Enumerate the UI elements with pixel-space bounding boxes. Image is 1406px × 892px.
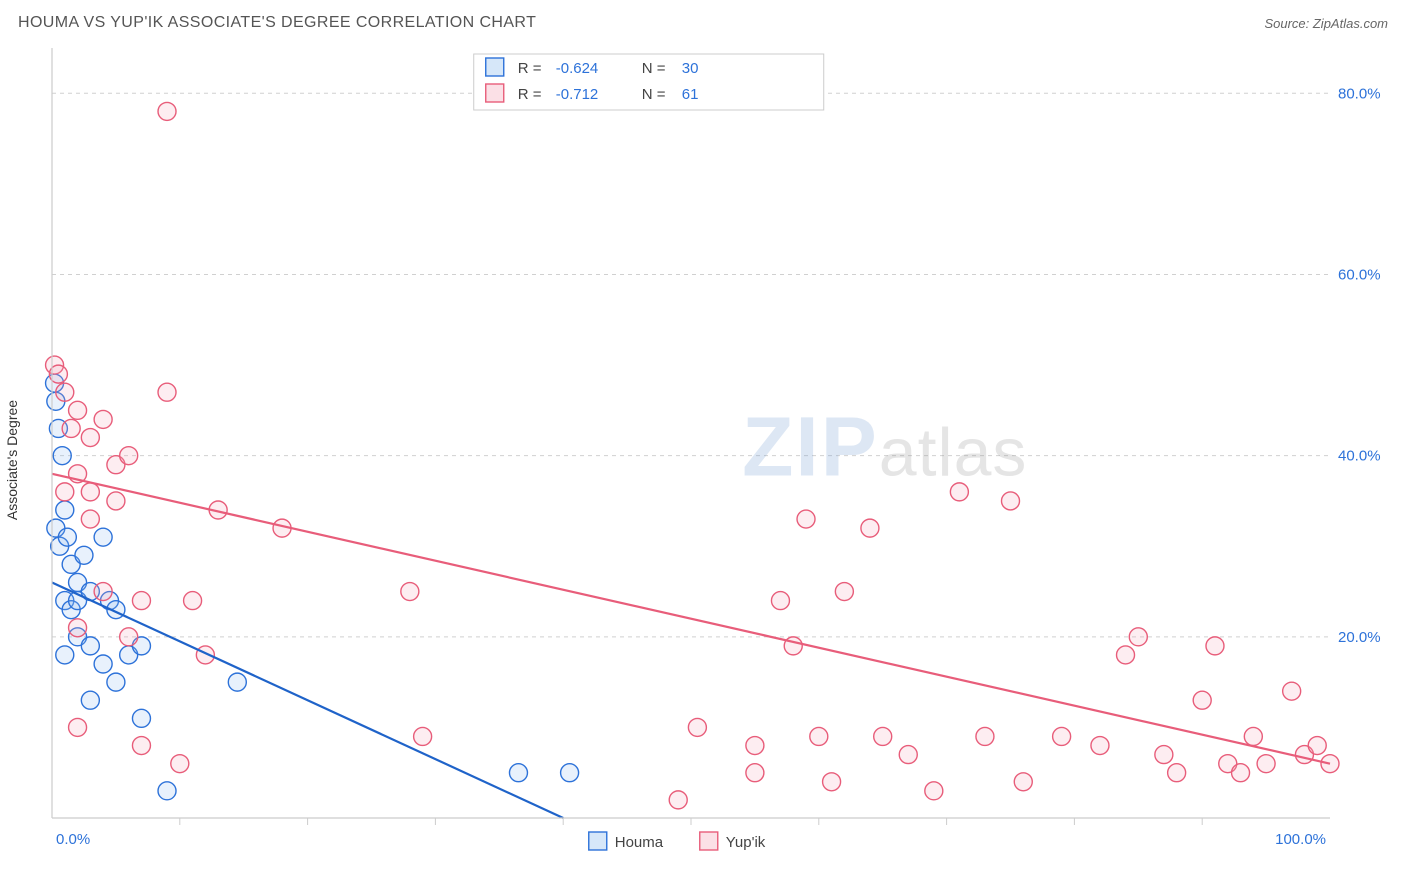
scatter-point [107, 673, 125, 691]
scatter-point [69, 401, 87, 419]
scatter-point [132, 737, 150, 755]
scatter-point [1232, 764, 1250, 782]
scatter-point [56, 646, 74, 664]
scatter-point [1002, 492, 1020, 510]
y-axis-label: Associate's Degree [4, 400, 20, 520]
scatter-point [899, 746, 917, 764]
source-credit: Source: ZipAtlas.com [1264, 16, 1388, 31]
scatter-point [56, 501, 74, 519]
scatter-point [861, 519, 879, 537]
legend-n-value: 30 [682, 60, 699, 77]
scatter-point [75, 546, 93, 564]
trend-line [52, 582, 563, 818]
scatter-point [835, 583, 853, 601]
scatter-point [1168, 764, 1186, 782]
legend-n-label: N = [642, 60, 666, 77]
scatter-point [81, 691, 99, 709]
scatter-point [509, 764, 527, 782]
scatter-point [158, 102, 176, 120]
scatter-point [688, 718, 706, 736]
scatter-point [1206, 637, 1224, 655]
scatter-point [69, 619, 87, 637]
scatter-point [1053, 727, 1071, 745]
watermark: ZIPatlas [742, 400, 1027, 494]
legend-swatch [589, 832, 607, 850]
scatter-point [1308, 737, 1326, 755]
legend-r-value: -0.712 [556, 86, 599, 103]
scatter-point [1155, 746, 1173, 764]
scatter-point [414, 727, 432, 745]
legend-n-label: N = [642, 86, 666, 103]
scatter-point [184, 592, 202, 610]
scatter-point [1244, 727, 1262, 745]
scatter-point [132, 709, 150, 727]
correlation-scatter-chart: 20.0% 40.0% 60.0% 80.0% ZIPatlas 0.0% 100.0% R … [18, 48, 1388, 872]
scatter-point [771, 592, 789, 610]
scatter-point [746, 764, 764, 782]
legend-swatch [486, 58, 504, 76]
scatter-point [1117, 646, 1135, 664]
scatter-point [56, 483, 74, 501]
scatter-point [81, 637, 99, 655]
scatter-point [81, 510, 99, 528]
scatter-point [69, 718, 87, 736]
scatter-point [62, 419, 80, 437]
legend-series-label: Houma [615, 834, 664, 851]
legend-r-label: R = [518, 60, 542, 77]
legend-swatch [486, 84, 504, 102]
legend-swatch [700, 832, 718, 850]
scatter-point [94, 410, 112, 428]
scatter-point [53, 447, 71, 465]
x-tick-label: 100.0% [1275, 831, 1326, 848]
scatter-point [874, 727, 892, 745]
scatter-point [120, 447, 138, 465]
scatter-point [1091, 737, 1109, 755]
scatter-point [561, 764, 579, 782]
y-tick-label: 80.0% [1338, 85, 1381, 102]
scatter-point [1283, 682, 1301, 700]
x-tick-label: 0.0% [56, 831, 90, 848]
scatter-point [1257, 755, 1275, 773]
chart-title: HOUMA VS YUP'IK ASSOCIATE'S DEGREE CORRE… [18, 14, 536, 31]
scatter-point [797, 510, 815, 528]
scatter-point [1193, 691, 1211, 709]
legend-r-label: R = [518, 86, 542, 103]
scatter-point [1129, 628, 1147, 646]
scatter-point [120, 628, 138, 646]
scatter-point [81, 483, 99, 501]
scatter-point [823, 773, 841, 791]
legend-n-value: 61 [682, 86, 699, 103]
y-tick-label: 60.0% [1338, 266, 1381, 283]
scatter-point [228, 673, 246, 691]
scatter-point [746, 737, 764, 755]
scatter-point [94, 655, 112, 673]
scatter-point [158, 782, 176, 800]
y-tick-label: 40.0% [1338, 448, 1381, 465]
scatter-point [94, 583, 112, 601]
legend-r-value: -0.624 [556, 60, 599, 77]
scatter-point [94, 528, 112, 546]
scatter-point [58, 528, 76, 546]
scatter-point [925, 782, 943, 800]
scatter-point [171, 755, 189, 773]
scatter-point [810, 727, 828, 745]
scatter-point [81, 429, 99, 447]
scatter-point [950, 483, 968, 501]
scatter-point [669, 791, 687, 809]
scatter-point [401, 583, 419, 601]
scatter-point [976, 727, 994, 745]
scatter-point [107, 492, 125, 510]
y-tick-label: 20.0% [1338, 629, 1381, 646]
scatter-point [1014, 773, 1032, 791]
scatter-point [56, 383, 74, 401]
scatter-point [158, 383, 176, 401]
scatter-point [132, 592, 150, 610]
legend-series-label: Yup'ik [726, 834, 766, 851]
